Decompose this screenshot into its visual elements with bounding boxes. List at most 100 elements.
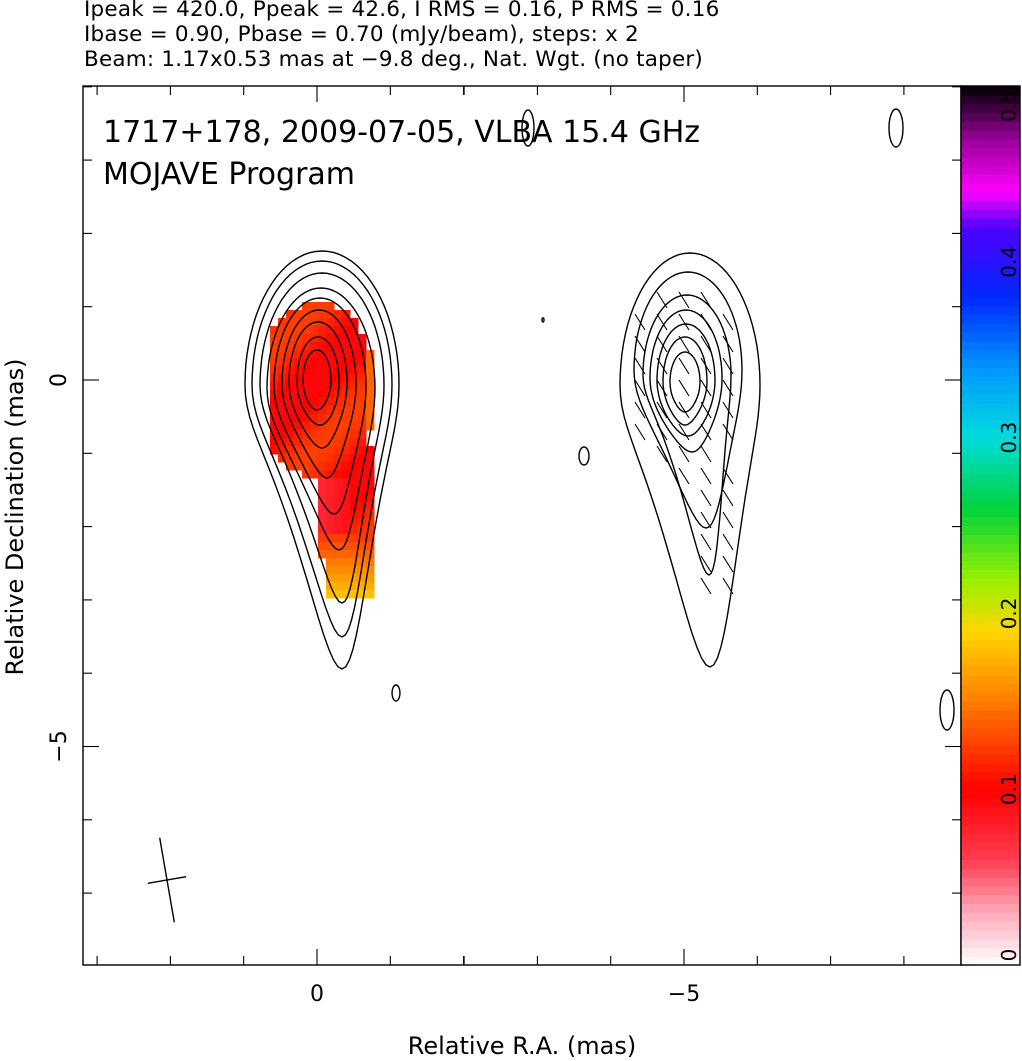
polarization-pixel <box>342 422 351 431</box>
x-tick-label: −5 <box>668 982 700 1007</box>
colorbar-segment <box>961 534 1020 544</box>
intensity-contour <box>619 252 761 668</box>
polarization-pixel <box>350 342 359 351</box>
polarization-pixel <box>350 430 359 439</box>
polarization-pixel <box>318 366 327 375</box>
polarization-pixel <box>342 518 351 527</box>
polarization-pixel <box>318 302 327 311</box>
polarization-pixel <box>318 422 327 431</box>
polarization-pixel <box>270 398 279 407</box>
polarization-pixel <box>310 406 319 415</box>
polarization-pixel <box>334 318 343 327</box>
polarization-pixel <box>366 534 375 543</box>
evpa-tick <box>700 357 712 375</box>
polarization-pixel <box>326 486 335 495</box>
polarization-pixel <box>366 398 375 407</box>
colorbar-segment <box>961 560 1020 571</box>
polarization-pixel <box>294 430 303 439</box>
polarization-pixel <box>326 454 335 463</box>
colorbar-segment <box>961 578 1020 588</box>
colorbar-segment <box>961 903 1020 913</box>
evpa-tick <box>722 533 734 551</box>
polarization-pixel <box>358 414 367 423</box>
polarization-pixel <box>302 318 311 327</box>
colorbar-segment <box>961 551 1020 562</box>
colorbar-segment <box>961 956 1020 966</box>
polarization-pixel <box>366 462 375 471</box>
polarization-pixel <box>358 382 367 391</box>
colorbar-segment <box>961 393 1020 404</box>
polarization-pixel <box>366 542 375 551</box>
polarization-pixel <box>334 510 343 519</box>
polarization-pixel <box>302 406 311 415</box>
polarization-pixel <box>358 462 367 471</box>
evpa-tick <box>722 489 734 507</box>
polarization-pixel <box>350 446 359 455</box>
polarization-pixel <box>334 558 343 567</box>
polarization-pixel <box>326 590 335 599</box>
polarization-pixel <box>294 374 303 383</box>
polarization-pixel <box>326 302 335 311</box>
evpa-tick <box>656 445 668 463</box>
polarization-pixel <box>326 478 335 487</box>
polarization-pixel <box>334 310 343 319</box>
polarization-pixel <box>366 478 375 487</box>
evpa-tick <box>722 577 734 595</box>
colorbar-segment <box>961 929 1020 940</box>
colorbar-segment <box>961 129 1020 140</box>
polarization-pixel <box>302 374 311 383</box>
polarization-pixel <box>350 550 359 559</box>
polarization-pixel <box>342 318 351 327</box>
noise-contour <box>391 684 401 702</box>
polarization-pixel <box>350 574 359 583</box>
polarization-pixel <box>286 350 295 359</box>
x-axis-label: Relative R.A. (mas) <box>408 1032 636 1060</box>
intensity-contour <box>259 272 385 604</box>
colorbar-segment <box>961 701 1020 711</box>
header-base-line: Ibase = 0.90, Pbase = 0.70 (mJy/beam), s… <box>84 22 639 47</box>
colorbar-segment <box>961 894 1020 905</box>
colorbar-segment <box>961 165 1020 175</box>
intensity-contour <box>244 250 400 670</box>
evpa-tick <box>678 445 690 463</box>
polarization-pixel <box>278 430 287 439</box>
colorbar-segment <box>961 340 1020 351</box>
polarization-pixel <box>334 542 343 551</box>
polarization-pixel <box>350 406 359 415</box>
evpa-tick <box>722 423 734 441</box>
evpa-tick <box>678 335 690 353</box>
polarization-pixel <box>366 566 375 575</box>
polarization-pixel <box>342 542 351 551</box>
polarization-pixel <box>326 550 335 559</box>
polarization-pixel <box>350 534 359 543</box>
polarization-pixel <box>278 326 287 335</box>
evpa-tick <box>634 401 646 419</box>
polarization-pixel <box>310 374 319 383</box>
colorbar-segment <box>961 358 1020 368</box>
evpa-tick <box>722 335 734 353</box>
polarization-pixel <box>358 478 367 487</box>
plot-subtitle: MOJAVE Program <box>103 157 355 192</box>
polarization-pixel <box>366 374 375 383</box>
colorbar-segment <box>961 455 1020 465</box>
polarization-pixel <box>310 454 319 463</box>
polarization-pixel <box>334 478 343 487</box>
polarization-pixel <box>350 390 359 399</box>
polarization-pixel <box>358 502 367 511</box>
polarization-pixel <box>310 350 319 359</box>
polarization-pixel <box>342 326 351 335</box>
polarization-pixel <box>310 358 319 367</box>
colorbar-segment <box>961 217 1020 228</box>
polarization-pixel <box>318 534 327 543</box>
polarization-pixel <box>286 318 295 327</box>
polarization-pixel <box>326 390 335 399</box>
polarization-pixel <box>302 438 311 447</box>
polarization-pixel <box>334 430 343 439</box>
polarization-pixel <box>326 446 335 455</box>
intensity-contour <box>288 321 348 449</box>
polarization-pixel <box>310 438 319 447</box>
polarization-pixel <box>310 446 319 455</box>
polarization-pixel <box>358 582 367 591</box>
polarization-pixel <box>366 390 375 399</box>
polarization-pixel <box>334 486 343 495</box>
